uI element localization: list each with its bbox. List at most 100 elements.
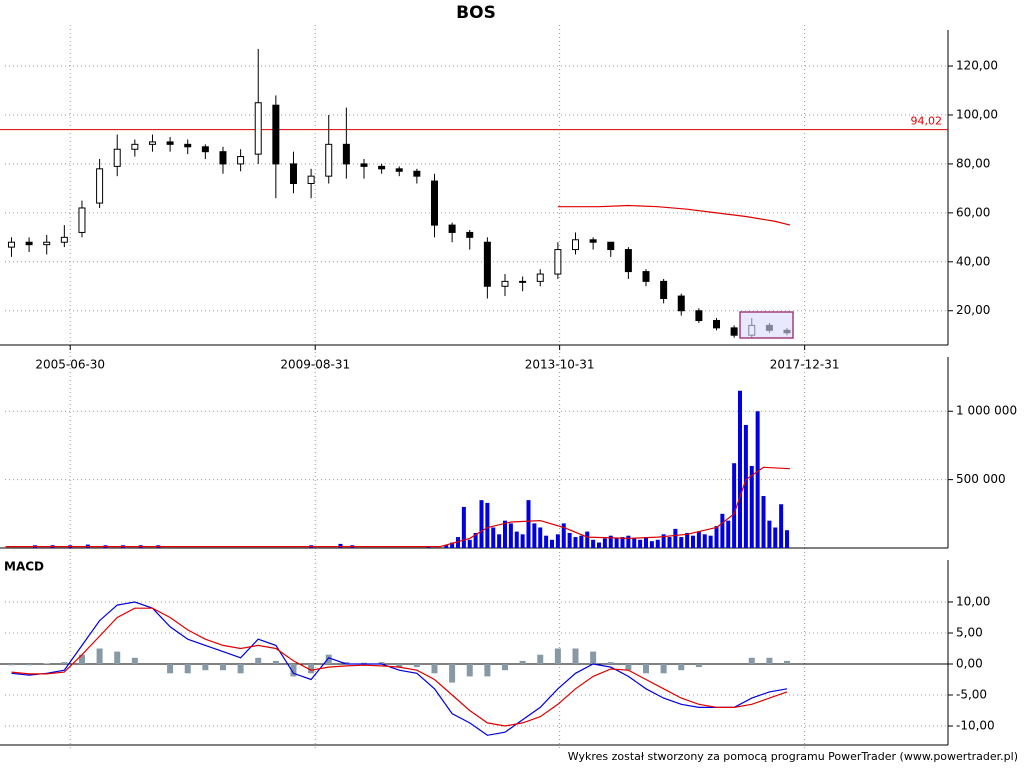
y-tick-label: 80,00 — [956, 156, 990, 170]
y-tick-label: 100,00 — [956, 107, 998, 121]
histogram-bar — [660, 664, 667, 674]
y-tick-label: 60,00 — [956, 205, 990, 219]
volume-bar — [708, 535, 713, 548]
volume-bar — [738, 390, 743, 548]
histogram-bar — [413, 664, 420, 668]
volume-bar — [573, 537, 578, 548]
volume-bar — [450, 542, 455, 548]
candle-body — [166, 141, 174, 145]
histogram-bar — [748, 657, 755, 665]
histogram-bar — [290, 664, 297, 677]
candle-body — [536, 273, 544, 282]
histogram-bar — [272, 660, 279, 665]
histogram-bar — [519, 660, 526, 665]
candle-body — [519, 280, 527, 283]
histogram-bar — [61, 662, 68, 665]
volume-bar — [620, 537, 625, 548]
candle-body — [201, 146, 209, 153]
volume-bar — [644, 537, 649, 548]
volume-bar — [479, 500, 484, 548]
histogram-bar — [766, 657, 773, 665]
volume-bar — [749, 465, 754, 548]
volume-bar — [526, 500, 531, 548]
volume-bar — [602, 538, 607, 548]
y-tick-label: 120,00 — [956, 59, 998, 73]
volume-bar — [502, 520, 507, 548]
histogram-bar — [607, 662, 614, 665]
candle-body — [219, 151, 227, 165]
candle-body — [325, 143, 333, 177]
candle-body — [395, 168, 403, 172]
y-tick-label: 20,00 — [956, 303, 990, 317]
volume-bar — [685, 532, 690, 548]
histogram-bar — [114, 651, 121, 665]
histogram-bar — [325, 654, 332, 665]
candle-body — [554, 249, 562, 275]
candle-body — [360, 163, 368, 167]
candle-body — [695, 310, 703, 322]
volume-bar — [655, 539, 660, 548]
candle-body — [131, 143, 139, 150]
moving-average — [557, 204, 791, 226]
highlight-box — [739, 311, 794, 339]
histogram-bar — [590, 651, 597, 665]
candle-body — [272, 104, 280, 165]
volume-bar — [661, 534, 666, 548]
candle-body — [448, 224, 456, 233]
candle-body — [413, 170, 421, 177]
candle-body — [660, 280, 668, 300]
volume-bar — [338, 543, 343, 548]
volume-bar — [585, 531, 590, 548]
volume-bar — [549, 539, 554, 548]
volume-bar — [696, 531, 701, 548]
candle-body — [96, 168, 104, 204]
volume-bar — [514, 531, 519, 548]
histogram-bar — [431, 664, 438, 674]
candle-body — [730, 327, 738, 336]
volume-bar — [591, 539, 596, 548]
volume-bar — [767, 520, 772, 548]
candle-body — [7, 241, 15, 248]
volume-bar — [743, 424, 748, 548]
histogram-bar — [449, 664, 456, 683]
candle-body — [113, 148, 121, 167]
volume-bar — [761, 496, 766, 548]
histogram-bar — [501, 664, 508, 671]
histogram-bar — [695, 664, 702, 668]
volume-bar — [720, 513, 725, 548]
candle-body — [60, 236, 68, 243]
volume-bar — [455, 537, 460, 548]
volume-bar — [702, 534, 707, 548]
moving-average — [5, 466, 791, 548]
candle-body — [254, 102, 262, 155]
volume-bar — [508, 523, 513, 548]
histogram-bar — [202, 664, 209, 671]
candle-body — [307, 175, 315, 184]
histogram-bar — [625, 664, 632, 671]
y-tick-label: 1 000 000 — [956, 404, 1017, 418]
volume-bar — [567, 532, 572, 548]
histogram-bar — [8, 664, 15, 666]
candle-body — [148, 141, 156, 145]
y-tick-label: 500 000 — [956, 472, 1006, 486]
candle-body — [572, 239, 580, 251]
candle-body — [501, 280, 509, 287]
volume-bar — [444, 545, 449, 548]
histogram-bar — [343, 662, 350, 665]
volume-bar — [755, 411, 760, 548]
chart-title: BOS — [456, 3, 496, 23]
volume-bar — [773, 527, 778, 548]
histogram-bar — [184, 664, 191, 674]
candle-body — [78, 207, 86, 233]
histogram-bar — [678, 664, 685, 671]
histogram-bar — [484, 664, 491, 677]
volume-bar — [473, 532, 478, 548]
candle-body — [466, 231, 474, 238]
candle-body — [624, 249, 632, 273]
histogram-bar — [131, 657, 138, 665]
volume-bar — [544, 535, 549, 548]
volume-bar — [520, 534, 525, 548]
candle-body — [430, 180, 438, 226]
candle-body — [483, 241, 491, 287]
